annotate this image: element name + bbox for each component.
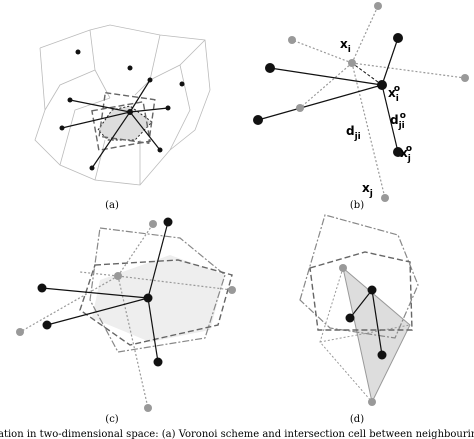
annotation-sup: o bbox=[406, 144, 412, 154]
annotation-sub: i bbox=[396, 94, 399, 104]
panel-label: (c) bbox=[105, 414, 119, 425]
caption: ation in two-dimensional space: (a) Voro… bbox=[0, 429, 474, 439]
displaced-bonds bbox=[291, 5, 466, 199]
annotation-sub: j bbox=[369, 189, 373, 199]
intersection-cell bbox=[97, 105, 153, 141]
annotation-sub: i bbox=[348, 45, 351, 55]
cell-box bbox=[98, 91, 156, 145]
annotation-base: x bbox=[362, 181, 370, 195]
bonds bbox=[41, 221, 169, 363]
displaced-atoms bbox=[16, 220, 236, 412]
panel-label: (a) bbox=[105, 200, 119, 211]
atoms bbox=[253, 33, 403, 157]
annotation-sub: ji bbox=[354, 132, 361, 142]
annotation: xio bbox=[388, 84, 400, 104]
displacement bbox=[351, 62, 383, 86]
panel-c bbox=[16, 217, 236, 412]
annotation-base: d bbox=[346, 124, 355, 138]
cell bbox=[79, 259, 233, 346]
panel-d bbox=[299, 214, 419, 406]
cell bbox=[89, 227, 226, 353]
atoms bbox=[59, 49, 185, 171]
atoms bbox=[345, 285, 387, 360]
intersection-cell bbox=[92, 255, 225, 342]
intersection-triangle bbox=[342, 266, 411, 404]
annotation-base: x bbox=[400, 146, 408, 160]
cell-box bbox=[91, 100, 151, 152]
annotation-sub: ji bbox=[398, 121, 405, 131]
annotation: dji bbox=[346, 124, 361, 142]
triangle-edges bbox=[319, 267, 411, 403]
annotation: xi bbox=[340, 37, 351, 55]
panel-label: (d) bbox=[350, 414, 364, 425]
panel-a bbox=[34, 24, 211, 186]
annotation-sup: o bbox=[394, 84, 400, 94]
bonds bbox=[349, 289, 383, 356]
annotation-base: d bbox=[390, 113, 399, 127]
annotation-sup: o bbox=[400, 111, 406, 121]
annotation-base: x bbox=[388, 86, 396, 100]
bonds bbox=[61, 79, 169, 169]
atoms bbox=[37, 217, 173, 367]
cell bbox=[309, 251, 413, 331]
displaced-bonds bbox=[19, 223, 233, 409]
annotation-base: x bbox=[340, 37, 348, 51]
bonds bbox=[257, 37, 399, 153]
displaced-atoms bbox=[288, 2, 469, 202]
cell bbox=[299, 214, 419, 339]
annotation-sub: j bbox=[407, 154, 411, 164]
annotation: xj bbox=[362, 181, 373, 199]
panel-b bbox=[253, 2, 469, 202]
panel-label: (b) bbox=[350, 200, 364, 211]
annotation: djio bbox=[390, 111, 406, 131]
displaced-atoms bbox=[339, 264, 376, 406]
annotation: xjo bbox=[400, 144, 412, 164]
